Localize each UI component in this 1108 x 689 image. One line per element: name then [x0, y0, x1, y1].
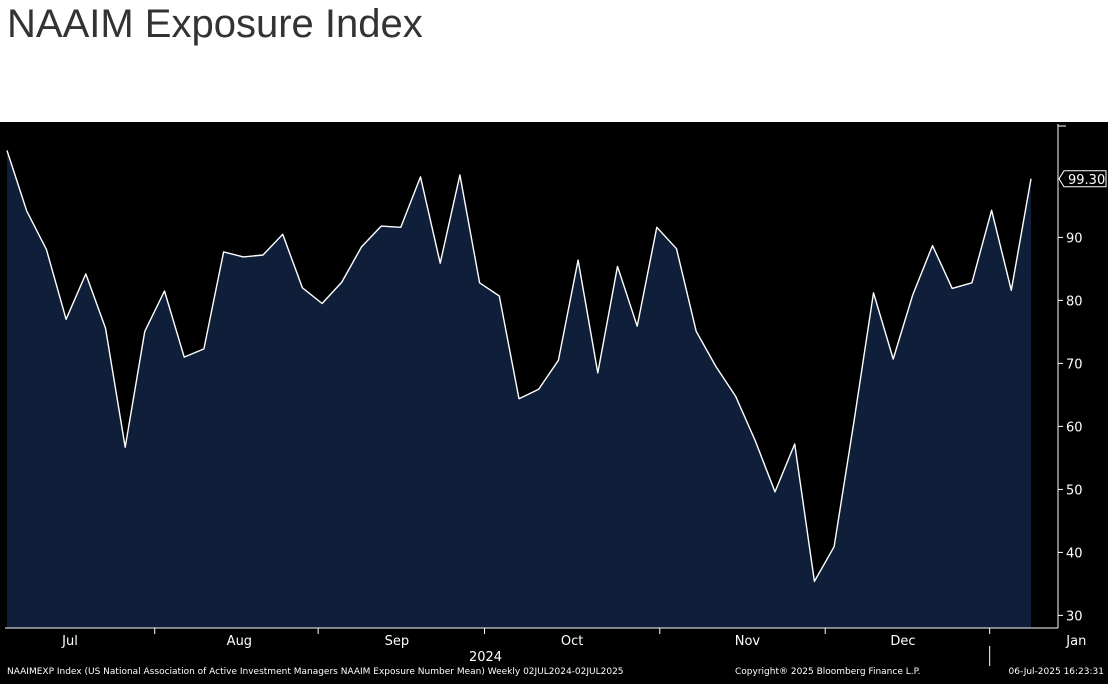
- x-tick-label: Oct: [561, 634, 583, 649]
- y-tick-label: 60: [1066, 420, 1083, 435]
- x-tick-label: Sep: [385, 634, 410, 649]
- x-ticks: JulAugSepOctNovDecJanFebMarAprMayJun2024…: [61, 628, 1086, 666]
- series-area-fill: [7, 150, 1031, 628]
- footer-timestamp: 06-Jul-2025 16:23:31: [1009, 667, 1105, 677]
- series-line: [6, 150, 1032, 583]
- y-tick-label: 90: [1066, 231, 1083, 246]
- y-tick-label: 70: [1066, 357, 1083, 372]
- y-tick-label: 80: [1066, 294, 1083, 309]
- x-tick-label: Jul: [61, 634, 78, 649]
- last-value-box: [1058, 170, 1107, 188]
- footer-copyright: Copyright® 2025 Bloomberg Finance L.P.: [735, 667, 920, 677]
- last-value-marker: 99.30: [1058, 170, 1107, 188]
- y-ticks: 30 40 50 60 70 80 90: [1058, 125, 1083, 624]
- x-tick-label: Jan: [1065, 634, 1086, 649]
- x-year-label: 2024: [469, 650, 502, 665]
- page-title: NAAIM Exposure Index: [7, 2, 423, 46]
- footer-description: NAAIMEXP Index (US National Association …: [7, 667, 624, 677]
- x-tick-label: Dec: [890, 634, 915, 649]
- y-tick-label: 40: [1066, 546, 1083, 561]
- last-value-label: 99.30: [1068, 173, 1105, 188]
- y-tick-label: 30: [1066, 609, 1083, 624]
- y-tick-label: 50: [1066, 483, 1083, 498]
- x-tick-label: Aug: [227, 634, 252, 649]
- x-tick-label: Nov: [735, 634, 761, 649]
